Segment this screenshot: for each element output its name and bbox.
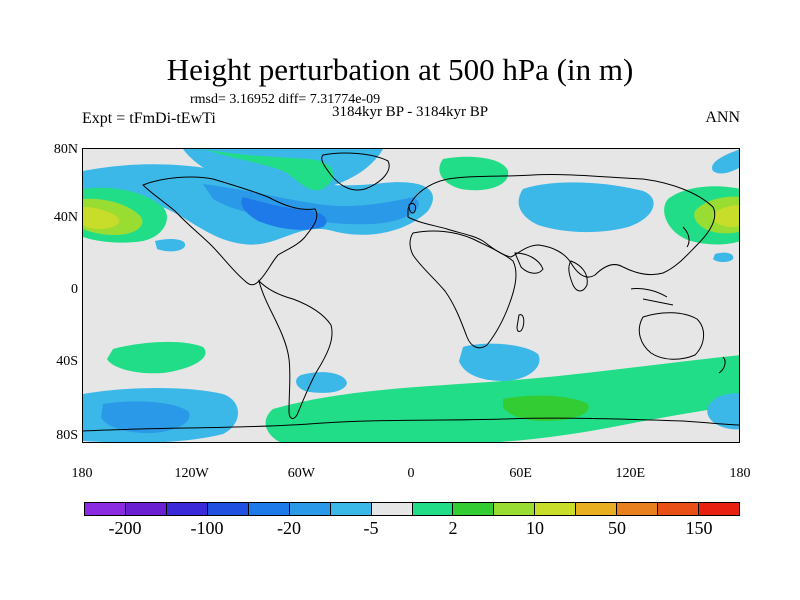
colorbar-segment (166, 503, 208, 515)
colorbar-tick-label: 50 (608, 518, 626, 538)
colorbar-segment (412, 503, 454, 515)
colorbar-tick-label: -100 (190, 518, 224, 538)
colorbar-segment (576, 503, 618, 515)
colorbar-tick-label: 150 (685, 518, 713, 538)
map-panel (82, 148, 740, 443)
latitude-tick-label: 0 (71, 282, 78, 297)
longitude-tick-label: 60W (287, 466, 315, 481)
longitude-tick-label: 60E (509, 466, 532, 481)
figure-title: Height perturbation at 500 hPa (in m) (166, 52, 634, 87)
latitude-tick-label: 40N (53, 210, 78, 225)
colorbar-segment (248, 503, 290, 515)
colorbar-tick-label: -200 (108, 518, 142, 538)
colorbar-tick-label: -20 (277, 518, 301, 538)
colorbar-segment (207, 503, 249, 515)
latitude-tick-label: 80S (56, 428, 78, 443)
colorbar-segment (371, 503, 413, 515)
colorbar-segment (658, 503, 700, 515)
longitude-tick-label: 120E (615, 466, 646, 481)
colorbar-segment (494, 503, 536, 515)
colorbar-segment (535, 503, 577, 515)
stats-text: rmsd= 3.16952 diff= 7.31774e-09 (190, 92, 381, 107)
colorbar-segment (453, 503, 495, 515)
colorbar-segment (617, 503, 659, 515)
season-label: ANN (705, 109, 740, 126)
colorbar-segment (85, 503, 126, 515)
experiment-label: Expt = tFmDi-tEwTi (82, 110, 216, 127)
colorbar (84, 502, 740, 516)
colorbar-tick-label: -5 (363, 518, 379, 538)
longitude-tick-label: 120W (174, 466, 209, 481)
colorbar-segment (330, 503, 372, 515)
longitude-tick-label: 0 (407, 466, 415, 481)
colorbar-segment (699, 503, 739, 515)
colorbar-segment (289, 503, 331, 515)
latitude-tick-label: 40S (56, 354, 78, 369)
longitude-tick-label: 180 (729, 466, 751, 481)
colorbar-tick-label: 2 (448, 518, 458, 538)
contour-fills (83, 149, 739, 442)
latitude-tick-label: 80N (53, 142, 78, 157)
coastlines (83, 152, 739, 432)
subtitle-text: 3184kyr BP - 3184kyr BP (331, 104, 489, 120)
colorbar-segment (125, 503, 167, 515)
longitude-tick-label: 180 (71, 466, 93, 481)
map-canvas (83, 149, 739, 442)
colorbar-tick-label: 10 (526, 518, 544, 538)
